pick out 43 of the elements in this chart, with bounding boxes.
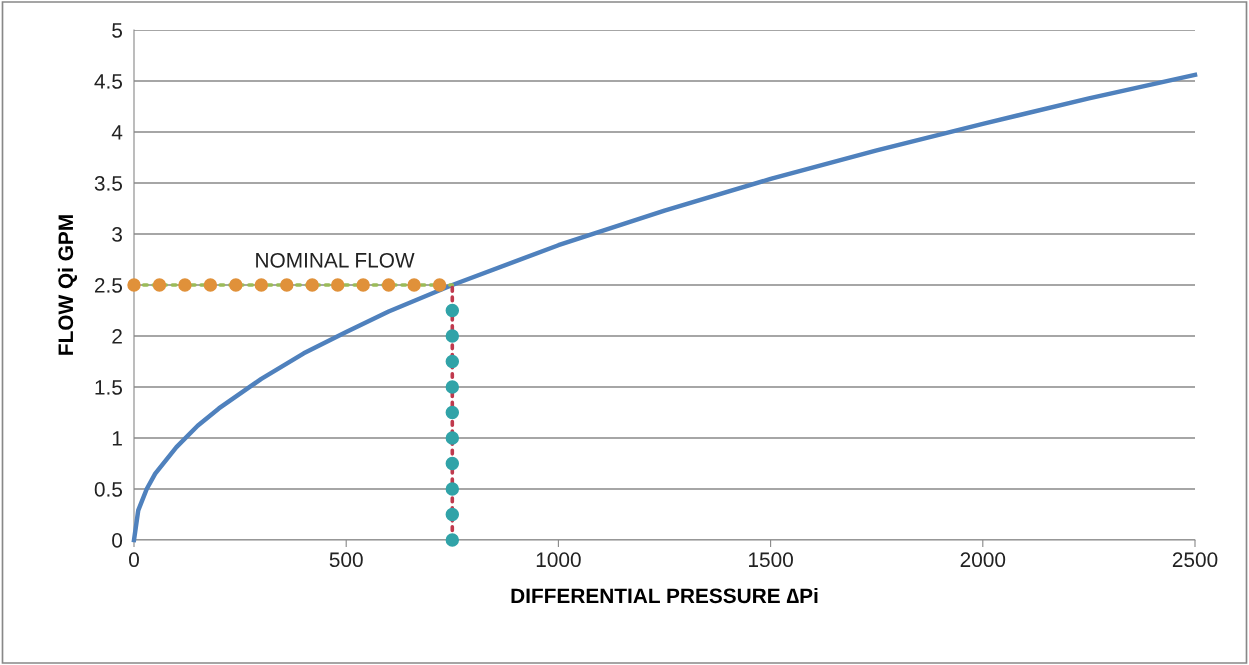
point: [331, 278, 345, 292]
point: [305, 278, 319, 292]
point: [381, 278, 396, 292]
point: [254, 278, 269, 292]
point: [445, 405, 460, 420]
x-tick-label: 0: [129, 552, 139, 568]
y-tick-label: 4.5: [94, 74, 123, 89]
point: [203, 278, 218, 292]
y-tick-label: 3.5: [94, 176, 123, 191]
y-tick-label: 0: [112, 533, 123, 548]
point: [407, 278, 421, 292]
point: [445, 456, 460, 471]
point: [127, 278, 141, 292]
y-tick-label: 2: [112, 329, 122, 344]
x-tick-label: 1500: [749, 552, 793, 568]
point: [445, 303, 460, 318]
point: [445, 380, 460, 394]
point: [445, 533, 460, 547]
y-tick-label: 5: [112, 23, 123, 38]
point: [229, 278, 243, 292]
annotation: NOMINAL FLOW: [256, 252, 415, 268]
x-axis-title: DIFFERENTIAL PRESSURE ∆Pi: [511, 587, 818, 604]
point: [445, 507, 460, 522]
y-tick-label: 2.5: [94, 278, 123, 293]
y-tick-label: 3: [112, 227, 122, 242]
y-tick-label: 0.5: [94, 482, 123, 497]
point: [432, 278, 447, 292]
x-tick-label: 2500: [1172, 552, 1218, 568]
x-tick-label: 2000: [960, 552, 1006, 568]
point: [445, 354, 460, 369]
x-tick-label: 1000: [536, 552, 581, 568]
y-tick-label: 1.5: [95, 380, 123, 395]
point: [280, 278, 294, 292]
point: [445, 482, 460, 496]
x-tick-label: 500: [329, 552, 363, 568]
point: [152, 278, 167, 292]
y-tick-label: 4: [111, 125, 123, 140]
point: [356, 278, 370, 292]
point: [178, 278, 192, 292]
point: [445, 431, 460, 445]
y-axis-title: FLOW Qi GPM: [57, 215, 78, 355]
y-tick-label: 1: [112, 431, 122, 446]
point: [445, 329, 460, 343]
